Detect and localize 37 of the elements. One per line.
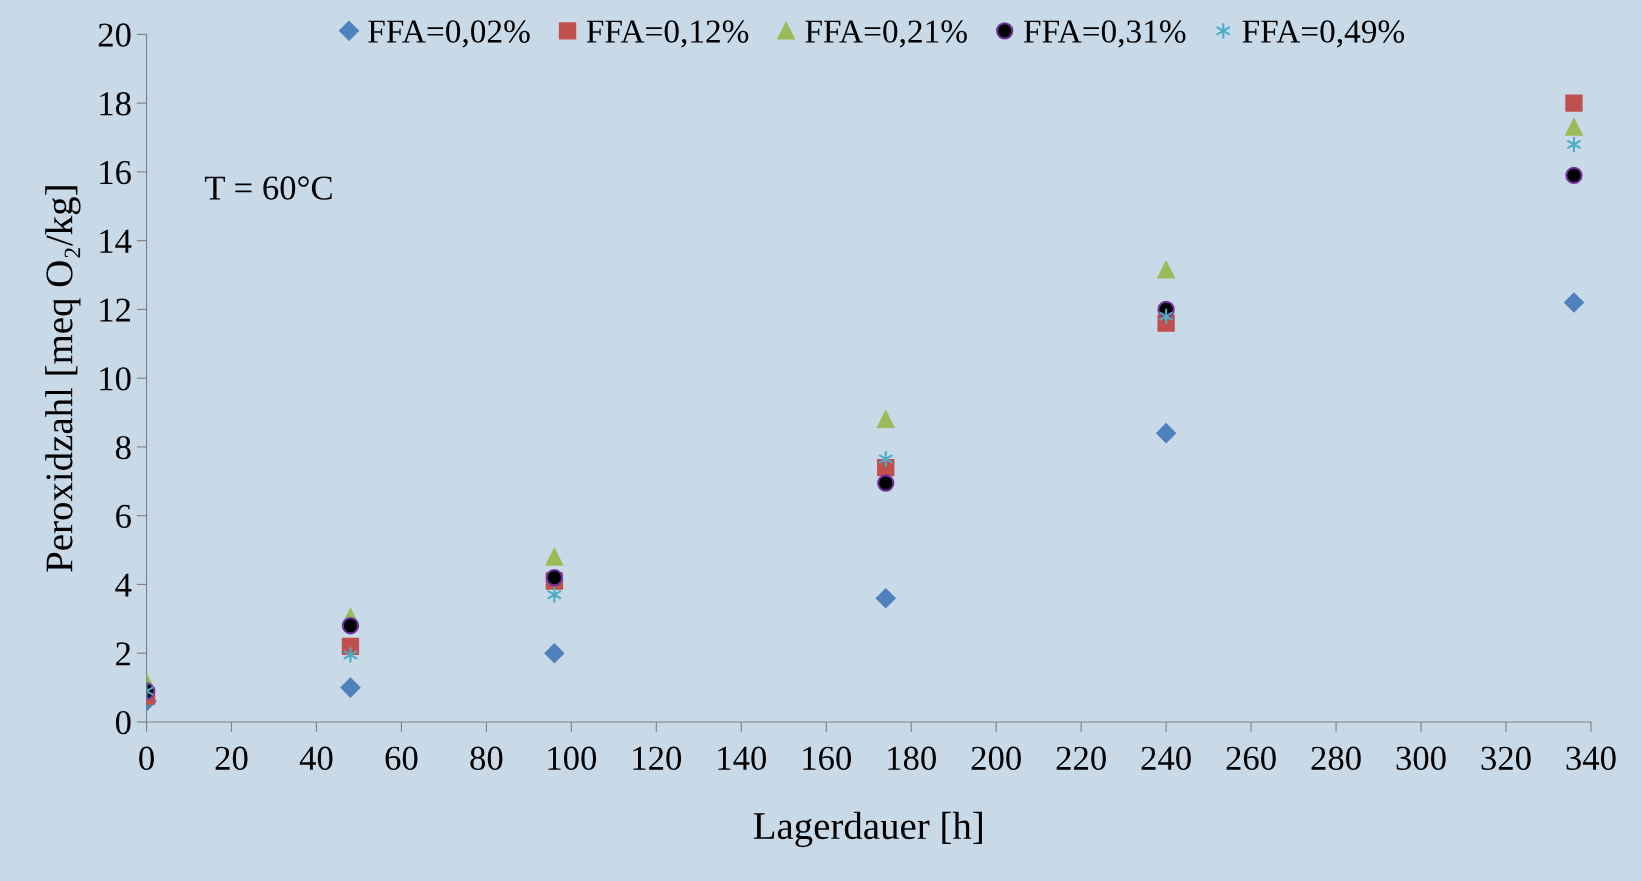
x-tick-label: 80 (470, 746, 503, 771)
annotation: T = 60°C (204, 176, 332, 200)
y-tick-label: 18 (100, 92, 131, 116)
x-tick-label: 320 (1481, 746, 1531, 771)
x-tick-label: 220 (1056, 746, 1106, 771)
x-tick-label: 40 (299, 746, 333, 771)
y-tick-label: 20 (98, 23, 131, 47)
x-tick-label: 100 (548, 746, 597, 771)
x-tick-label: 0 (139, 746, 154, 771)
y-tick-label: 6 (116, 504, 131, 529)
y-tick-label: 0 (115, 710, 131, 735)
y-tick-label: 14 (100, 229, 132, 253)
y-tick-label: 16 (100, 160, 131, 185)
legend-label: FFA=0,21% (805, 20, 967, 48)
x-tick-label: 180 (888, 746, 936, 771)
x-tick-label: 200 (971, 746, 1021, 771)
x-tick-label: 300 (1396, 746, 1446, 771)
x-tick-label: 240 (1141, 746, 1191, 771)
x-tick-label: 120 (633, 746, 682, 771)
y-tick-label: 10 (100, 367, 131, 391)
x-tick-label: 260 (1226, 746, 1276, 771)
legend-label: FFA=0,12% (586, 20, 749, 48)
y-axis-title: Peroxidzahl [meq O₂/kg] (45, 186, 81, 572)
legend-label: FFA=0,31% (1024, 20, 1186, 48)
x-tick-label: 280 (1311, 746, 1361, 771)
x-axis-title: Lagerdauer [h] (753, 811, 982, 848)
x-tick-label: 140 (718, 746, 767, 771)
x-tick-label: 340 (1566, 746, 1616, 771)
legend-label: FFA=0,49% (1242, 20, 1405, 48)
x-tick-label: 20 (215, 746, 248, 771)
x-tick-label: 60 (385, 746, 418, 771)
x-tick-label: 160 (803, 746, 851, 771)
y-tick-label: 12 (100, 298, 131, 322)
y-tick-label: 4 (115, 573, 132, 597)
y-tick-label: 2 (116, 642, 131, 666)
y-tick-label: 8 (115, 435, 131, 460)
legend-label: FFA=0,02% (368, 20, 530, 48)
